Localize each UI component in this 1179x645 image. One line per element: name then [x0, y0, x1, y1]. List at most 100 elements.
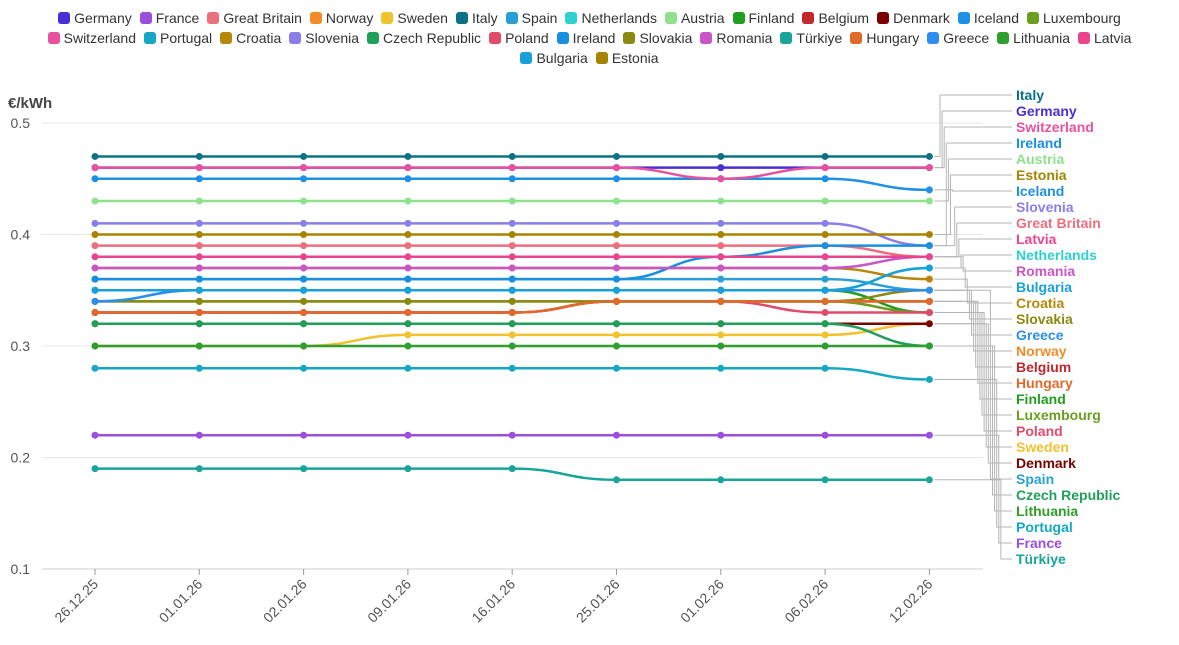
callout-line: [934, 174, 1012, 235]
legend-swatch: [1027, 12, 1040, 24]
legend-item[interactable]: Poland: [489, 30, 549, 46]
data-point: [717, 320, 725, 328]
legend-swatch: [289, 32, 302, 44]
end-label-callouts: ItalyGermanySwitzerlandIrelandAustriaEst…: [934, 87, 1120, 567]
data-point: [91, 264, 99, 272]
legend-item[interactable]: Spain: [505, 10, 557, 26]
data-point: [91, 175, 99, 183]
data-point: [508, 219, 516, 227]
callout-line: [934, 479, 1012, 560]
legend-item[interactable]: Estonia: [595, 50, 659, 66]
series-line: [95, 244, 930, 281]
legend-swatch: [505, 12, 518, 24]
legend-item[interactable]: Belgium: [802, 10, 869, 26]
end-label: Finland: [1016, 391, 1066, 407]
end-label: Luxembourg: [1016, 407, 1101, 423]
legend-label: Switzerland: [63, 30, 136, 46]
legend-item[interactable]: Finland: [732, 10, 794, 26]
legend-label: Hungary: [866, 30, 920, 46]
data-point: [925, 297, 933, 305]
legend-item[interactable]: Germany: [58, 10, 132, 26]
data-point: [300, 253, 308, 261]
data-point: [404, 342, 412, 350]
legend-item[interactable]: Türkiye: [780, 30, 842, 46]
legend-swatch: [802, 12, 815, 24]
data-point: [404, 152, 412, 160]
legend-label: Romania: [716, 30, 773, 46]
data-point: [821, 264, 829, 272]
legend-item[interactable]: Norway: [309, 10, 373, 26]
legend-item[interactable]: Romania: [700, 30, 772, 46]
legend-label: Great Britain: [223, 10, 302, 26]
end-label: Iceland: [1016, 183, 1064, 199]
data-point: [404, 320, 412, 328]
legend-item[interactable]: Switzerland: [47, 30, 136, 46]
data-point: [613, 164, 620, 172]
data-point: [613, 431, 620, 439]
legend-label: Ireland: [572, 30, 616, 46]
end-label: Germany: [1016, 103, 1077, 119]
x-tick-label: 09.01.26: [364, 576, 414, 626]
legend-label: Germany: [74, 10, 132, 26]
data-point: [508, 242, 516, 250]
legend-item[interactable]: Netherlands: [565, 10, 657, 26]
data-point: [925, 342, 933, 350]
legend-item[interactable]: Latvia: [1078, 30, 1131, 46]
data-point: [717, 264, 725, 272]
legend-swatch: [565, 12, 578, 24]
data-point: [300, 197, 308, 205]
data-point: [821, 242, 829, 250]
data-point: [91, 309, 99, 317]
data-point: [508, 264, 516, 272]
data-point: [925, 286, 933, 294]
legend-item[interactable]: Ireland: [556, 30, 616, 46]
legend-item[interactable]: Greece: [927, 30, 989, 46]
legend-swatch: [520, 52, 533, 64]
data-point: [508, 320, 516, 328]
data-point: [717, 476, 725, 484]
legend-item[interactable]: Lithuania: [997, 30, 1070, 46]
data-point: [300, 297, 308, 305]
data-point: [925, 242, 933, 250]
data-point: [613, 242, 620, 250]
callout-line: [934, 189, 1012, 192]
legend-item[interactable]: Slovenia: [289, 30, 359, 46]
legend-swatch: [367, 32, 379, 44]
data-point: [91, 342, 99, 350]
legend-item[interactable]: Iceland: [957, 10, 1019, 26]
legend-item[interactable]: Hungary: [850, 30, 919, 46]
data-point: [508, 364, 516, 372]
x-tick-label: 25.01.26: [573, 576, 623, 626]
legend-item[interactable]: Portugal: [144, 30, 212, 46]
legend-swatch: [139, 12, 152, 24]
legend-label: Italy: [471, 10, 498, 26]
legend-item[interactable]: Great Britain: [207, 10, 302, 26]
end-label: Estonia: [1016, 167, 1067, 183]
legend-swatch: [47, 32, 60, 44]
data-point: [508, 164, 516, 172]
legend-item[interactable]: Bulgaria: [520, 50, 588, 66]
legend-row: Bulgaria Estonia: [0, 48, 1179, 68]
legend-swatch: [850, 32, 863, 44]
legend-item[interactable]: Italy: [455, 10, 498, 26]
end-label: Slovenia: [1016, 199, 1074, 215]
data-point: [925, 309, 933, 317]
data-point: [91, 164, 99, 172]
callout-line: [934, 94, 1012, 157]
data-point: [717, 242, 725, 250]
legend-item[interactable]: Austria: [664, 10, 725, 26]
data-point: [300, 231, 308, 238]
data-point: [91, 197, 99, 205]
legend-item[interactable]: Denmark: [877, 10, 950, 26]
legend-item[interactable]: Czech Republic: [367, 30, 481, 46]
legend-item[interactable]: Croatia: [220, 30, 281, 46]
legend-label: Bulgaria: [536, 50, 588, 66]
data-point: [717, 253, 725, 261]
legend-item[interactable]: France: [139, 10, 199, 26]
data-point: [508, 286, 516, 294]
legend-item[interactable]: Sweden: [381, 10, 448, 26]
data-point: [613, 175, 620, 183]
legend-item[interactable]: Slovakia: [623, 30, 692, 46]
x-tick-label: 01.02.26: [677, 576, 727, 626]
legend-item[interactable]: Luxembourg: [1027, 10, 1121, 26]
